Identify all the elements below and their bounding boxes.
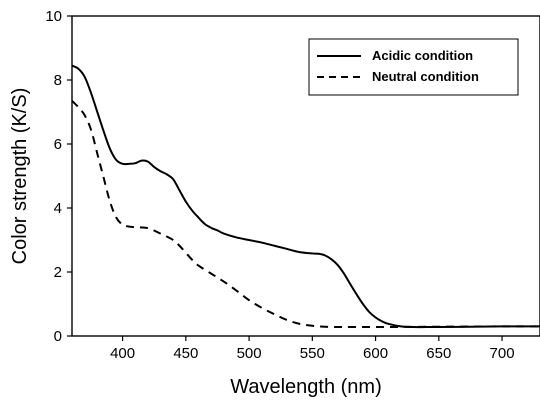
- legend-label-acidic: Acidic condition: [372, 48, 473, 63]
- y-tick-label: 10: [45, 8, 62, 25]
- y-tick-label: 2: [54, 264, 62, 281]
- y-axis-label: Color strength (K/S): [9, 88, 31, 265]
- series-line-neutral-condition: [71, 100, 540, 329]
- plot-area-frame: [71, 15, 540, 337]
- y-tick-label: 8: [54, 72, 62, 89]
- y-tick-label: 4: [54, 200, 62, 217]
- legend-label-neutral: Neutral condition: [372, 69, 479, 84]
- x-tick-label: 450: [173, 345, 198, 362]
- x-tick-label: 600: [363, 345, 388, 362]
- y-tick-label: 0: [54, 328, 62, 345]
- legend: Acidic condition Neutral condition: [308, 38, 519, 96]
- x-axis-label: Wavelength (nm): [230, 376, 382, 398]
- legend-box: [308, 38, 519, 96]
- x-tick-label: 550: [300, 345, 325, 362]
- y-tick-label: 6: [54, 136, 62, 153]
- x-tick-label: 700: [490, 345, 515, 362]
- x-tick-label: 500: [237, 345, 262, 362]
- x-tick-label: 650: [426, 345, 451, 362]
- series-line-acidic-condition: [71, 64, 540, 329]
- x-tick-label: 400: [110, 345, 135, 362]
- lines-layer: [71, 64, 540, 329]
- ticks-layer: 400 450 500 550 600 650 700 0 2 4 6 8 10: [45, 8, 514, 362]
